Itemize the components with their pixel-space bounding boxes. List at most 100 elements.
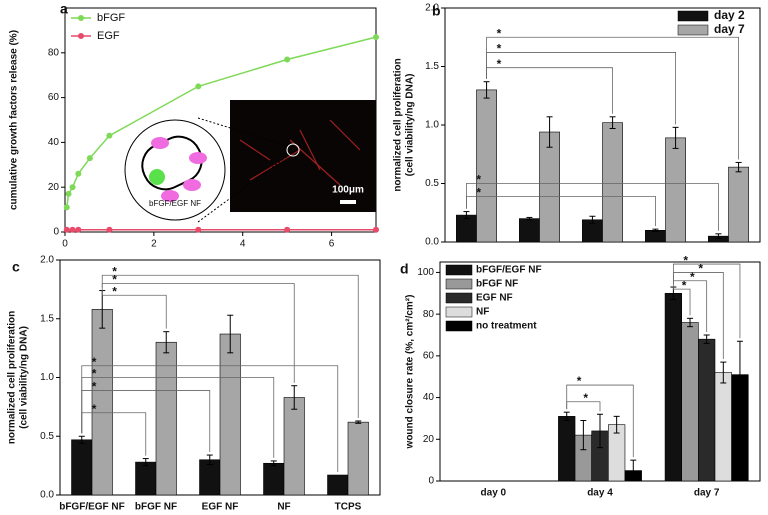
panel-label: a (60, 1, 68, 17)
x-tick-label: NF (277, 502, 290, 513)
significance-label: * (92, 355, 97, 369)
y-tick-label: 1.0 (40, 372, 54, 383)
x-tick-label: bFGF/EGF NF (59, 502, 125, 513)
error-bar (78, 435, 85, 444)
bar (698, 338, 716, 482)
error-bar (630, 459, 637, 482)
legend-swatch (677, 24, 709, 36)
significance-label: * (577, 374, 582, 388)
significance-bracket (672, 272, 724, 360)
error-bar (687, 317, 694, 328)
x-tick-label: day 0 (481, 488, 507, 499)
legend-label: EGF (97, 30, 120, 42)
significance-label: * (92, 367, 97, 381)
error-bar (163, 331, 170, 354)
bar (71, 439, 93, 496)
egf-blob (151, 137, 169, 149)
panel-label: b (432, 3, 441, 19)
error-bar (672, 126, 679, 149)
point (284, 56, 291, 63)
y-tick-label: 40 (48, 137, 60, 148)
egf-blob (161, 190, 179, 202)
bar (728, 166, 749, 243)
error-bar (463, 211, 470, 220)
egf-blob (189, 152, 207, 164)
y-tick-label: 20 (423, 434, 435, 445)
y-axis-label: (cell viability/ng DNA) (19, 326, 30, 429)
significance-bracket (672, 280, 708, 332)
significance-label: * (476, 186, 481, 200)
error-bar (613, 415, 620, 434)
point (63, 204, 70, 211)
scale-label: 100μm (332, 185, 364, 196)
legend-label: day 7 (714, 22, 745, 36)
y-tick-label: 0.0 (40, 490, 54, 501)
bar (519, 218, 540, 243)
inset-zoom (286, 143, 300, 157)
significance-bracket (566, 384, 634, 458)
significance-label: * (497, 57, 502, 71)
significance-bracket (101, 274, 359, 418)
error-bar (483, 81, 490, 99)
legend-label: day 2 (714, 8, 745, 22)
bar (714, 372, 732, 482)
point (75, 170, 82, 177)
error-bar (720, 361, 727, 384)
y-axis-label: (cell viability/ng DNA) (405, 74, 416, 177)
error-bar (355, 420, 362, 424)
inset-label: bFGF/EGF NF (149, 199, 201, 208)
y-axis-label: normalized cell proliferation (7, 311, 18, 444)
y-tick-label: 80 (48, 47, 60, 58)
significance-bracket (101, 287, 167, 329)
significance-label: * (92, 402, 97, 416)
significance-label: * (690, 270, 695, 284)
x-tick-label: 4 (240, 239, 246, 250)
legend-label: EGF NF (476, 293, 513, 304)
significance-label: * (682, 278, 687, 292)
fiber (249, 149, 301, 181)
x-tick-label: 0 (62, 239, 68, 250)
x-tick-label: TCPS (335, 502, 362, 513)
y-tick-label: 0 (53, 227, 59, 238)
error-bar (227, 314, 234, 354)
error-bar (563, 411, 570, 422)
x-tick-label: 6 (329, 239, 335, 250)
point (63, 226, 70, 233)
fiber (299, 129, 321, 171)
legend-swatch (445, 278, 473, 290)
significance-label: * (583, 391, 588, 405)
significance-label: * (476, 173, 481, 187)
error-bar (652, 228, 659, 232)
x-tick-label: bFGF NF (135, 502, 177, 513)
legend-label: NF (476, 307, 489, 318)
panel-label: c (12, 259, 20, 275)
y-tick-label: 60 (423, 350, 435, 361)
significance-bracket (101, 283, 295, 383)
error-bar (597, 413, 603, 449)
legend-swatch (445, 320, 473, 332)
egf-blob (183, 179, 201, 191)
point (75, 226, 82, 233)
y-tick-label: 0.0 (425, 237, 439, 248)
bar (664, 292, 683, 482)
y-axis-label: wound closure rate (%, cm²/cm²) (405, 295, 416, 450)
significance-bracket (466, 195, 656, 227)
bar (263, 462, 285, 496)
error-bar (546, 116, 553, 148)
bar (456, 214, 477, 243)
y-axis-label: cumulative growth factors release (%) (9, 30, 20, 210)
y-tick-label: 1.0 (425, 120, 439, 131)
legend-label: bFGF NF (476, 279, 518, 290)
point (195, 226, 202, 233)
significance-bracket (486, 67, 613, 114)
x-tick-label: day 4 (587, 488, 613, 499)
y-tick-label: 0 (428, 476, 434, 487)
inset-circle (124, 119, 226, 221)
legend-swatch (445, 292, 473, 304)
significance-label: * (112, 264, 117, 278)
zoom-line (197, 154, 290, 223)
legend-marker (78, 33, 84, 39)
bar (539, 131, 560, 243)
bar (476, 89, 497, 243)
